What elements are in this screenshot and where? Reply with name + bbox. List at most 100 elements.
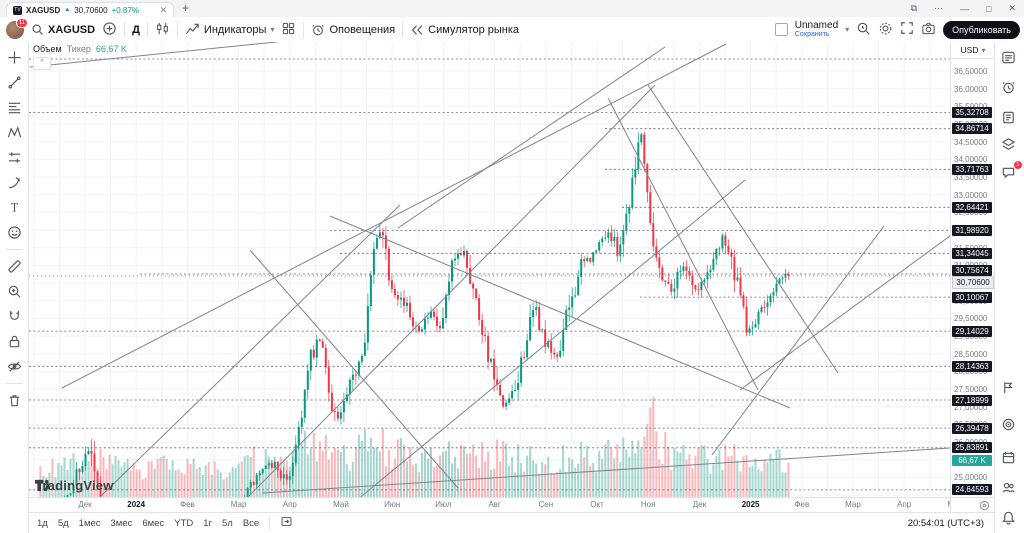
time-axis-label: Мар bbox=[845, 500, 861, 509]
quick-search-icon[interactable] bbox=[856, 21, 871, 39]
publish-button[interactable]: Опубликовать bbox=[943, 20, 1020, 39]
interval-button[interactable]: Д bbox=[132, 23, 140, 36]
price-level-label: 29,14029 bbox=[952, 325, 992, 337]
tab-change: +0.87% bbox=[111, 5, 139, 15]
text-icon[interactable]: T bbox=[4, 197, 25, 218]
price-chart[interactable] bbox=[29, 42, 950, 497]
magnet-icon[interactable] bbox=[4, 306, 25, 327]
layout-templates-icon[interactable] bbox=[281, 21, 296, 39]
xabcd-pattern-icon[interactable] bbox=[4, 122, 25, 143]
time-axis-label: Апр bbox=[282, 500, 297, 509]
maximize-icon[interactable]: □ bbox=[986, 3, 992, 14]
time-axis-label: Фев bbox=[180, 500, 195, 509]
price-level-label: 33,71763 bbox=[952, 163, 992, 175]
range-button-1мес[interactable]: 1мес bbox=[78, 517, 101, 529]
legend-volume-value: 66,67 K bbox=[95, 44, 127, 54]
search-icon bbox=[31, 23, 44, 36]
people-icon[interactable] bbox=[1001, 480, 1019, 498]
price-tick: 36,00000 bbox=[954, 84, 988, 94]
zoom-in-icon[interactable] bbox=[4, 281, 25, 302]
range-button-YTD[interactable]: YTD bbox=[174, 517, 194, 529]
save-layout-hint[interactable]: Сохранить bbox=[794, 30, 830, 38]
minimize-icon[interactable]: — bbox=[960, 3, 970, 14]
more-menu-icon[interactable]: ⋯ bbox=[934, 3, 944, 13]
compare-add-icon[interactable] bbox=[102, 21, 117, 39]
dom-target-icon[interactable] bbox=[1001, 417, 1019, 435]
symbol-search-button[interactable]: XAGUSD bbox=[31, 23, 95, 36]
price-scale[interactable]: USD ▾ 36,5000036,0000035,5000035,0000034… bbox=[950, 42, 995, 497]
price-tick: 34,50000 bbox=[954, 137, 988, 147]
ruler-icon[interactable] bbox=[4, 256, 25, 277]
trash-icon[interactable] bbox=[4, 390, 25, 411]
main-toolbar: 11 XAGUSD Д Индикаторы ▾ bbox=[0, 17, 1024, 43]
symbol-search-label: XAGUSD bbox=[48, 23, 96, 36]
range-button-5л[interactable]: 5л bbox=[221, 517, 233, 529]
bar-style-candles-icon[interactable] bbox=[155, 21, 170, 39]
object-tree-layers-icon[interactable] bbox=[1001, 137, 1019, 155]
price-level-label: 30,75674 bbox=[952, 264, 992, 276]
price-levels bbox=[29, 58, 950, 491]
price-level-label: 30,10067 bbox=[952, 291, 992, 303]
browser-tab-xagusd[interactable]: TV XAGUSD ▲ 30,70600 +0.87% ✕ bbox=[6, 2, 174, 17]
indicators-button[interactable]: Индикаторы ▾ bbox=[185, 22, 274, 37]
chat-icon[interactable]: 1 bbox=[1001, 160, 1023, 183]
tab-symbol: XAGUSD bbox=[26, 5, 61, 15]
user-avatar[interactable]: 11 bbox=[6, 17, 28, 39]
long-position-icon[interactable] bbox=[4, 147, 25, 168]
split-view-icon[interactable]: ⧉ bbox=[910, 3, 918, 13]
fib-retracement-icon[interactable] bbox=[4, 97, 25, 118]
layout-name-button[interactable]: Unnamed Сохранить bbox=[794, 19, 839, 39]
time-axis-label: Сен bbox=[538, 500, 554, 509]
alerts-button[interactable]: Оповещения bbox=[311, 23, 395, 37]
layout-chevron-icon[interactable]: ▾ bbox=[845, 25, 850, 34]
eye-hide-icon[interactable] bbox=[4, 356, 25, 377]
emoji-icon[interactable] bbox=[4, 222, 25, 243]
range-button-3мес[interactable]: 3мес bbox=[110, 517, 133, 529]
layout-select-icon[interactable] bbox=[774, 23, 788, 36]
axis-settings-gear-icon[interactable] bbox=[979, 500, 990, 511]
range-button-1г[interactable]: 1г bbox=[203, 517, 212, 529]
calendar-icon[interactable] bbox=[1001, 450, 1019, 468]
settings-gear-icon[interactable] bbox=[878, 21, 893, 39]
time-axis-label: 2025 bbox=[741, 500, 760, 509]
range-button-1д[interactable]: 1д bbox=[37, 517, 48, 529]
price-tick: 25,00000 bbox=[954, 473, 988, 483]
price-tick: 28,50000 bbox=[954, 349, 988, 359]
price-tick: 34,00000 bbox=[954, 155, 988, 165]
time-axis-label: 2024 bbox=[127, 500, 146, 509]
new-tab-button[interactable]: + bbox=[182, 1, 190, 15]
go-to-date-icon[interactable] bbox=[280, 515, 293, 531]
replay-button[interactable]: Симулятор рынка bbox=[410, 23, 519, 37]
candles bbox=[64, 131, 790, 497]
tab-close-icon[interactable]: ✕ bbox=[159, 4, 167, 15]
price-tick: 33,00000 bbox=[954, 190, 988, 200]
ideas-flag-icon[interactable] bbox=[1001, 380, 1019, 398]
volume-bars bbox=[39, 397, 790, 497]
alerts-clock-icon[interactable] bbox=[1001, 80, 1019, 98]
chart-pane[interactable]: Объем Тикер 66,67 K ^ TradingView bbox=[29, 42, 950, 497]
time-axis-label: Май bbox=[333, 500, 349, 509]
range-button-Все[interactable]: Все bbox=[242, 517, 260, 529]
replay-icon bbox=[410, 23, 424, 37]
clock[interactable]: 20:54:01 (UTC+3) bbox=[907, 517, 984, 529]
legend-collapse-button[interactable]: ^ bbox=[33, 57, 51, 70]
price-scale-currency[interactable]: USD ▾ bbox=[951, 42, 995, 59]
time-axis[interactable]: Дек 2024 Фев Мар Апр Май Июн Июл Авг Сен Окт Ноя Дек… bbox=[29, 497, 950, 513]
layout-name: Unnamed bbox=[794, 19, 839, 31]
price-level-label: 34,86714 bbox=[952, 123, 992, 135]
notes-icon[interactable] bbox=[1001, 110, 1019, 128]
fullscreen-icon[interactable] bbox=[900, 21, 914, 38]
watchlist-icon[interactable] bbox=[1001, 50, 1019, 68]
close-window-icon[interactable]: ✕ bbox=[1008, 3, 1016, 13]
price-level-label: 32,64421 bbox=[952, 201, 992, 213]
snapshot-camera-icon[interactable] bbox=[921, 21, 936, 39]
lock-icon[interactable] bbox=[4, 331, 25, 352]
notifications-bell-icon[interactable] bbox=[1001, 510, 1019, 528]
tradingview-favicon: TV bbox=[13, 5, 22, 15]
axis-corner bbox=[950, 497, 994, 512]
brush-icon[interactable] bbox=[4, 172, 25, 193]
range-button-6мес[interactable]: 6мес bbox=[142, 517, 165, 529]
trend-line-icon[interactable] bbox=[4, 72, 25, 93]
range-button-5д[interactable]: 5д bbox=[57, 517, 69, 529]
crosshair-icon[interactable] bbox=[4, 47, 25, 68]
